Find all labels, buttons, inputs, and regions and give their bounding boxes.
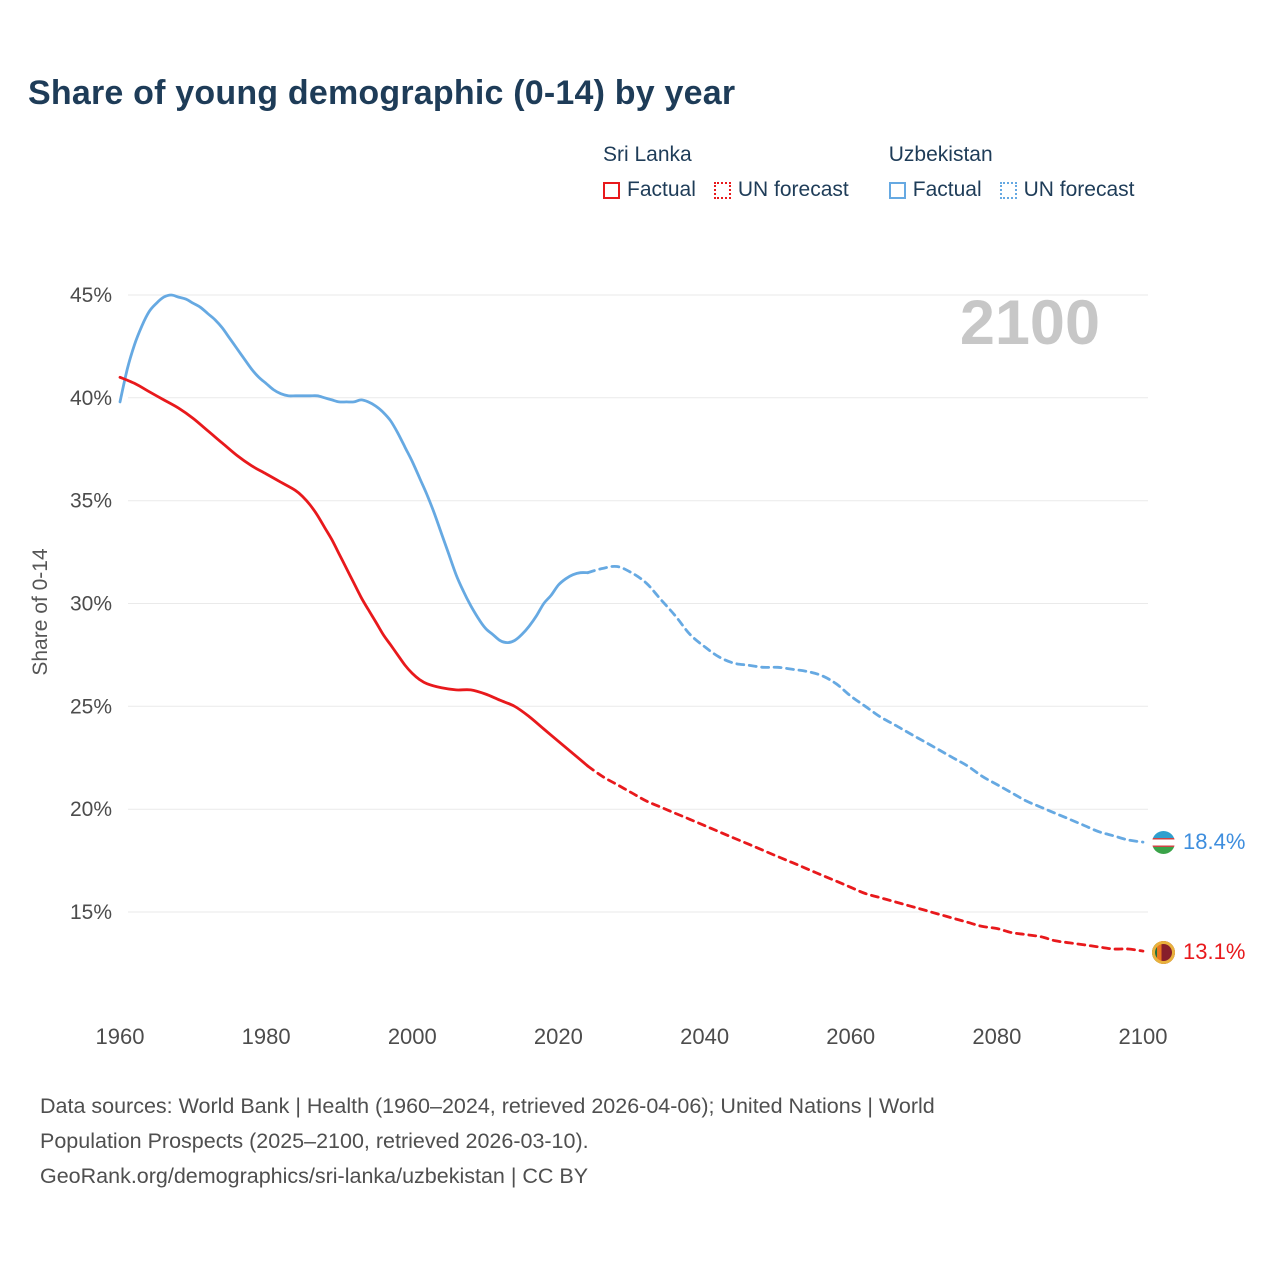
legend-item-label: UN forecast xyxy=(1023,178,1135,201)
watermark-year: 2100 xyxy=(960,288,1100,358)
legend-item-label: UN forecast xyxy=(737,178,849,201)
uzbekistan-forecast-swatch-icon xyxy=(999,181,1017,199)
uzbekistan-flag-icon xyxy=(1152,830,1175,854)
legend: Sri Lanka Factual UN forecast Uzbekistan… xyxy=(603,143,1135,202)
x-tick-label: 1960 xyxy=(96,1024,145,1049)
y-tick-label: 20% xyxy=(70,798,112,821)
y-tick-label: 40% xyxy=(70,387,112,410)
x-tick-label: 2020 xyxy=(534,1024,583,1049)
series-layer xyxy=(118,293,1145,953)
end-label-uzbekistan: 18.4% xyxy=(1152,829,1246,854)
legend-item-label: Factual xyxy=(912,178,982,201)
legend-items-sri-lanka: Factual UN forecast xyxy=(603,178,849,202)
sri-lanka-flag-icon xyxy=(1152,940,1175,964)
x-tick-label: 2100 xyxy=(1119,1024,1168,1049)
series-uzbekistan-forecast xyxy=(586,564,1145,844)
legend-group-sri-lanka: Sri Lanka Factual UN forecast xyxy=(603,143,849,202)
end-label-sri-lanka: 13.1% xyxy=(1152,939,1246,964)
series-uzbekistan-factual xyxy=(118,293,590,644)
x-tick-label: 2000 xyxy=(388,1024,437,1049)
y-tick-label: 25% xyxy=(70,695,112,718)
series-sri-lanka-forecast xyxy=(586,764,1145,953)
legend-items-uzbekistan: Factual UN forecast xyxy=(888,178,1135,202)
legend-group-name-uzbekistan: Uzbekistan xyxy=(888,143,993,166)
x-tick-label: 2080 xyxy=(972,1024,1021,1049)
legend-item-uzbekistan-forecast[interactable]: UN forecast xyxy=(999,178,1135,202)
end-value-uzbekistan: 18.4% xyxy=(1183,829,1246,854)
sri-lanka-factual-swatch-icon xyxy=(603,181,620,199)
y-tick-label: 35% xyxy=(70,490,112,513)
legend-item-label: Factual xyxy=(627,178,696,201)
grid-layer: 15% 20% 25% 30% 35% 40% 45% 1960 1980 2000 2020 204… xyxy=(70,284,1168,1049)
y-axis-label: Share of 0-14 xyxy=(29,548,52,676)
x-tick-label: 2040 xyxy=(680,1024,729,1049)
footer: Data sources: World Bank | Health (1960–… xyxy=(40,1089,935,1194)
x-tick-label: 2060 xyxy=(826,1024,875,1049)
legend-item-uzbekistan-factual[interactable]: Factual xyxy=(888,178,982,202)
y-tick-label: 45% xyxy=(70,284,112,307)
footer-data-sources-line-1: Data sources: World Bank | Health (1960–… xyxy=(40,1094,935,1118)
legend-group-uzbekistan: Uzbekistan Factual UN forecast xyxy=(888,143,1135,202)
y-tick-label: 30% xyxy=(70,593,112,616)
footer-data-sources-line-2: Population Prospects (2025–2100, retriev… xyxy=(40,1129,589,1153)
uzbekistan-factual-swatch-icon xyxy=(888,181,906,199)
legend-item-sri-lanka-factual[interactable]: Factual xyxy=(603,178,696,202)
x-tick-label: 1980 xyxy=(242,1024,291,1049)
legend-group-name-sri-lanka: Sri Lanka xyxy=(603,143,692,166)
end-value-sri-lanka: 13.1% xyxy=(1183,939,1246,964)
page-title: Share of young demographic (0-14) by yea… xyxy=(28,74,736,112)
sri-lanka-forecast-swatch-icon xyxy=(713,181,731,199)
footer-attribution: GeoRank.org/demographics/sri-lanka/uzbek… xyxy=(40,1164,589,1188)
y-tick-label: 15% xyxy=(70,901,112,924)
legend-item-sri-lanka-forecast[interactable]: UN forecast xyxy=(713,178,849,202)
series-sri-lanka-factual xyxy=(118,375,590,768)
